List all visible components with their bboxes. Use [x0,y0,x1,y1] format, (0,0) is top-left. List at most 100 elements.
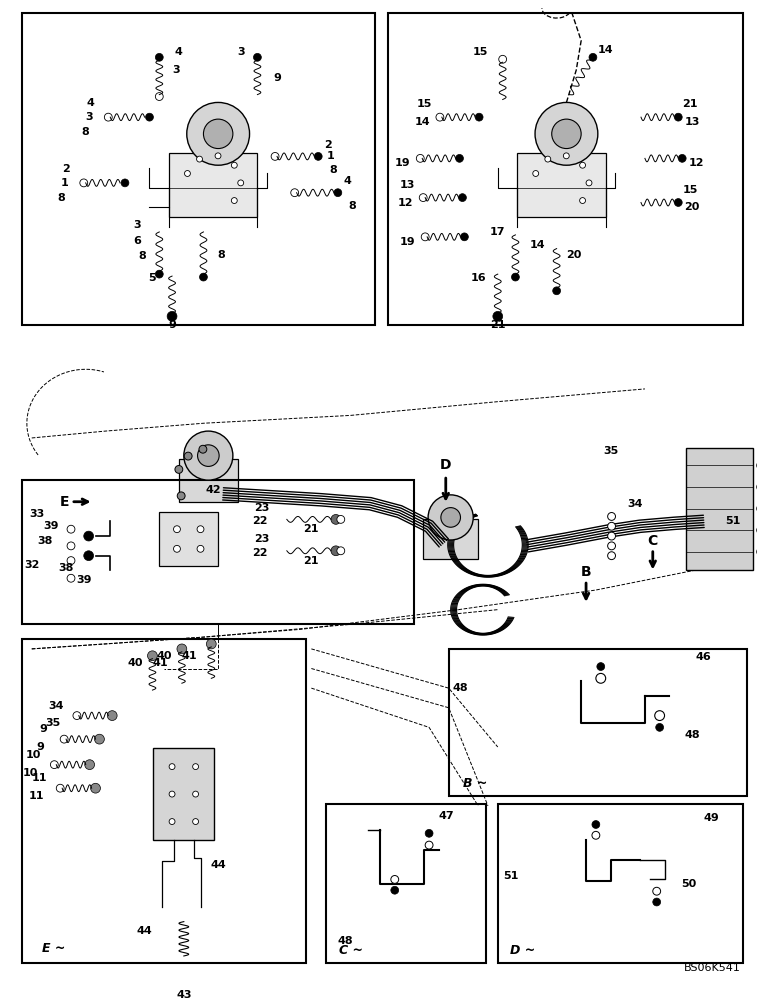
Circle shape [441,508,461,527]
Text: 50: 50 [681,879,697,889]
Text: 9: 9 [40,724,47,734]
Circle shape [597,663,604,670]
Circle shape [426,829,433,837]
Text: 34: 34 [49,701,64,711]
Text: 4: 4 [86,98,95,108]
Circle shape [592,831,600,839]
Circle shape [652,887,661,895]
Circle shape [580,162,585,168]
Bar [22,13,375,325]
Text: 42: 42 [206,485,221,495]
Circle shape [85,760,95,770]
Text: 2: 2 [324,140,332,150]
Circle shape [436,113,444,121]
Bar [448,649,747,796]
Circle shape [177,492,185,500]
Circle shape [428,495,473,540]
Circle shape [169,819,175,825]
Text: 17: 17 [490,227,506,237]
Text: 8: 8 [57,193,65,203]
Text: 51: 51 [726,516,741,526]
Circle shape [533,171,539,176]
Text: 49: 49 [704,813,720,823]
Circle shape [391,876,399,883]
Text: 40: 40 [127,658,143,668]
Text: 23: 23 [254,534,270,544]
Circle shape [173,545,180,552]
Circle shape [105,113,112,121]
Text: 12: 12 [398,198,413,208]
Circle shape [238,180,244,186]
Text: BS06K541: BS06K541 [685,963,741,973]
Circle shape [155,53,163,61]
Bar [388,13,743,325]
Circle shape [95,734,105,744]
Circle shape [757,462,764,469]
Circle shape [563,153,569,159]
Text: 9: 9 [168,320,176,330]
Text: 11: 11 [32,773,47,783]
Circle shape [231,198,238,203]
Circle shape [206,639,216,649]
Circle shape [231,162,238,168]
Circle shape [155,270,163,278]
Circle shape [458,194,466,202]
Text: 6: 6 [133,236,141,246]
Circle shape [169,791,175,797]
Text: 43: 43 [176,990,192,1000]
Circle shape [184,431,233,480]
Circle shape [271,152,279,160]
Circle shape [57,784,64,792]
Circle shape [475,113,483,121]
Text: 19: 19 [395,158,410,168]
Bar [179,459,238,502]
Text: D ~: D ~ [510,944,535,957]
Circle shape [60,735,68,743]
Text: 40: 40 [157,651,172,661]
Text: 16: 16 [471,273,486,283]
Text: 4: 4 [344,176,351,186]
Text: 8: 8 [82,127,89,137]
Text: B ~: B ~ [464,777,487,790]
Text: 35: 35 [46,718,61,728]
Circle shape [198,445,219,466]
Text: 19: 19 [400,237,416,247]
Circle shape [197,545,204,552]
Text: 48: 48 [338,936,354,946]
Text: 20: 20 [685,202,700,212]
Circle shape [79,179,88,187]
Text: 44: 44 [137,926,153,936]
Text: B: B [581,565,591,579]
Circle shape [652,898,661,906]
Circle shape [184,171,190,176]
Text: 21: 21 [682,99,698,109]
Text: 20: 20 [567,250,582,260]
Circle shape [184,452,192,460]
Circle shape [675,113,682,121]
Bar [160,512,219,566]
Circle shape [499,55,507,63]
Circle shape [155,93,163,100]
Text: C: C [648,534,658,548]
Circle shape [757,505,764,513]
Text: 2: 2 [62,164,70,174]
Text: 44: 44 [210,860,226,870]
Text: 22: 22 [253,548,268,558]
Circle shape [314,152,322,160]
Circle shape [337,515,345,523]
Circle shape [254,53,261,61]
Circle shape [461,233,468,241]
Bar [22,480,414,624]
Circle shape [67,525,75,533]
Circle shape [193,819,199,825]
Text: 8: 8 [217,250,225,260]
Text: 34: 34 [627,499,643,509]
Circle shape [169,764,175,770]
Text: E ~: E ~ [41,942,65,955]
Text: 15: 15 [416,99,432,109]
Text: 8: 8 [329,165,337,175]
Circle shape [167,311,177,321]
Circle shape [552,119,581,149]
Text: 15: 15 [682,185,698,195]
Circle shape [337,547,345,555]
